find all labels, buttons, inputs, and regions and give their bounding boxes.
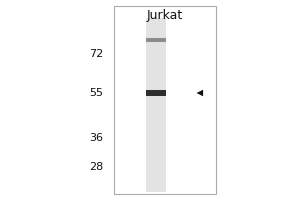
Text: 55: 55 — [89, 88, 103, 98]
Text: 28: 28 — [89, 162, 103, 172]
FancyBboxPatch shape — [146, 38, 166, 42]
FancyBboxPatch shape — [146, 90, 166, 96]
FancyBboxPatch shape — [146, 18, 167, 192]
Text: 72: 72 — [89, 49, 103, 59]
FancyBboxPatch shape — [114, 6, 216, 194]
Polygon shape — [196, 90, 203, 96]
Text: 36: 36 — [89, 133, 103, 143]
Text: Jurkat: Jurkat — [147, 8, 183, 21]
